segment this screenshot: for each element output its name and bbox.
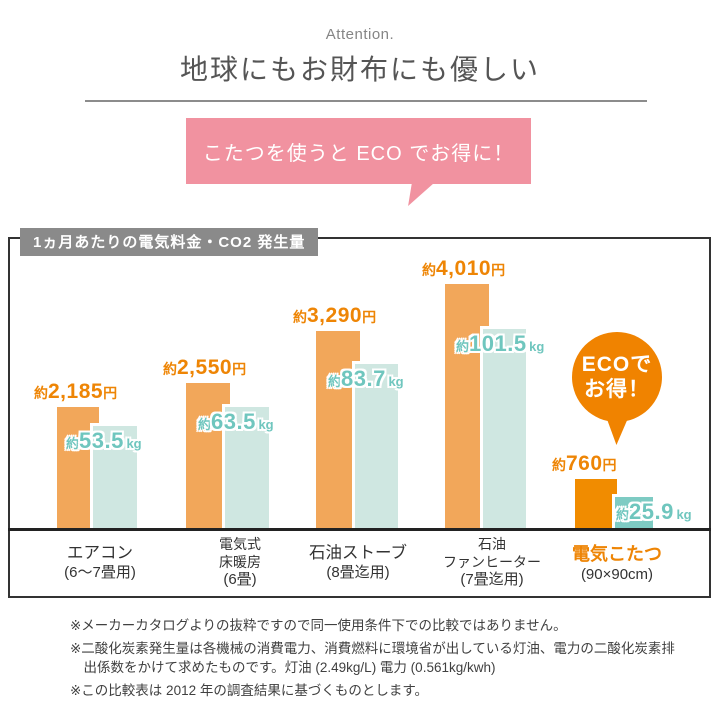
category-label: エアコン (6～7畳用) [64,543,136,582]
footnote: ※二酸化炭素発生量は各機械の消費電力、消費燃料に環境省が出している灯油、電力の二… [70,640,675,676]
category-label-line: 石油ストーブ [308,544,408,562]
x-axis-line [8,528,711,531]
co2-bar [480,326,526,531]
co2-value-label: 約101.5 kg [456,331,545,356]
speech-bubble: こたつを使うと ECO でお得に！ [186,118,531,184]
cost-value-label: 約2,550円 [163,356,247,379]
co2-value-label: 約25.9 kg [616,499,692,524]
eco-badge-line2: お得！ [584,378,650,401]
category-label-line: 床暖房 [219,553,261,570]
speech-bubble-text: こたつを使うと ECO でお得に！ [202,142,515,165]
eco-badge: ECOで お得！ [572,332,662,422]
co2-bar [612,494,653,531]
category-label: 石油 ファンヒーター (7畳迄用) [443,536,541,590]
footnote: ※この比較表は 2012 年の調査結果に基づくものとします。 [70,683,428,699]
speech-bubble-tail [408,183,434,206]
category-label: 電気式 床暖房 (6畳) [219,536,261,590]
category-label-line: エアコン [67,544,133,562]
category-label-line: 電気こたつ [572,544,662,564]
category-label-line: 電気式 [219,536,261,552]
eco-badge-line1: ECOで [581,352,653,376]
category-label: 石油ストーブ (8畳迄用) [309,543,407,582]
category-label: 電気こたつ (90×90cm) [572,543,662,584]
co2-value-label: 約53.5 kg [66,428,142,453]
chart-title-badge: 1ヵ月あたりの電気料金・CO2 発生量 [20,228,319,256]
co2-bar [90,423,137,531]
co2-value-label: 約83.7 kg [328,366,404,391]
category-label-line: (6畳) [223,571,257,588]
category-label-line: (6～7畳用) [64,563,136,581]
category-label-line: (7畳迄用) [460,571,524,588]
category-label-line: (90×90cm) [580,565,654,583]
header-divider [85,100,647,102]
category-label-line: ファンヒーター [443,553,541,570]
category-label-line: (8畳迄用) [326,563,390,581]
footnotes: ※メーカーカタログよりの抜粋ですので同一使用条件下での比較ではありません。 ※二… [70,616,682,704]
category-label-line: 石油 [478,536,506,552]
cost-value-label: 約4,010円 [422,257,506,280]
footnote: ※メーカーカタログよりの抜粋ですので同一使用条件下での比較ではありません。 [70,618,567,633]
cost-value-label: 約3,290円 [293,304,377,327]
cost-value-label: 約760円 [552,452,617,475]
eyebrow-text: Attention. [325,26,395,43]
page-title: 地球にもお財布にも優しい [179,54,540,85]
co2-bar [222,404,269,531]
co2-value-label: 約63.5 kg [198,409,274,434]
co2-bar [352,361,398,531]
cost-bar [575,479,617,531]
cost-value-label: 約2,185円 [34,380,118,403]
